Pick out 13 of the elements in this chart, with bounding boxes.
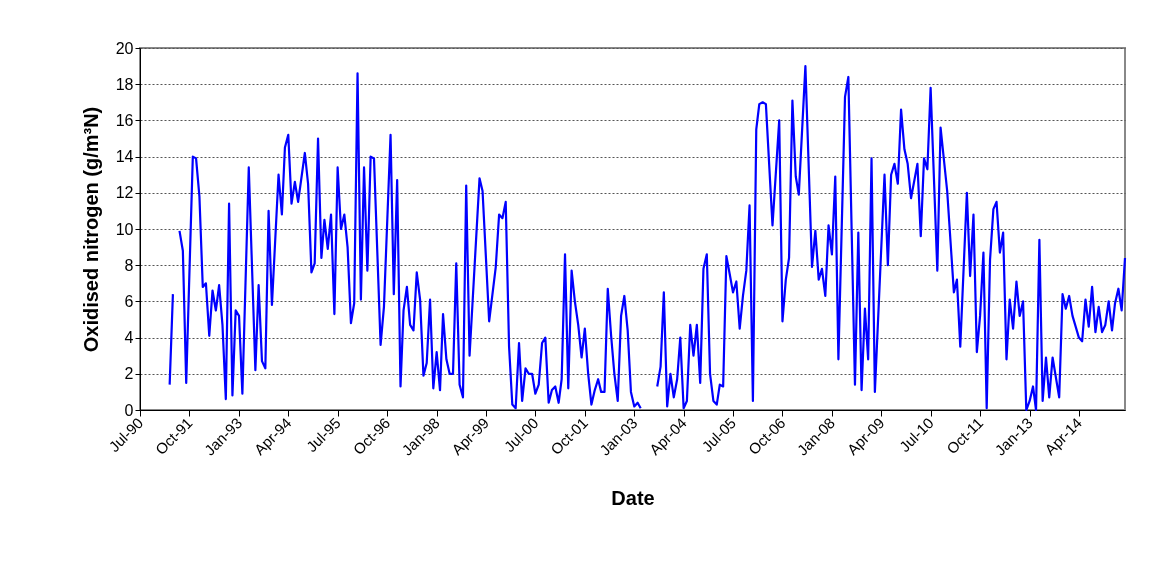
y-tick-label: 14 [115, 148, 134, 166]
y-tick-label: 20 [115, 39, 134, 57]
y-tick-label: 16 [115, 111, 134, 129]
y-tick-label: 4 [124, 329, 134, 347]
x-axis-title: Date [611, 486, 655, 509]
y-axis-title: Oxidised nitrogen (g/m³N) [79, 106, 102, 353]
y-tick-label: 6 [124, 292, 134, 310]
y-tick-label: 12 [115, 184, 134, 202]
y-tick-label: 10 [115, 220, 134, 238]
y-tick-label: 8 [124, 256, 134, 274]
y-tick-label: 0 [124, 401, 134, 419]
y-tick-label: 18 [115, 75, 134, 93]
y-tick-label: 2 [124, 365, 134, 383]
